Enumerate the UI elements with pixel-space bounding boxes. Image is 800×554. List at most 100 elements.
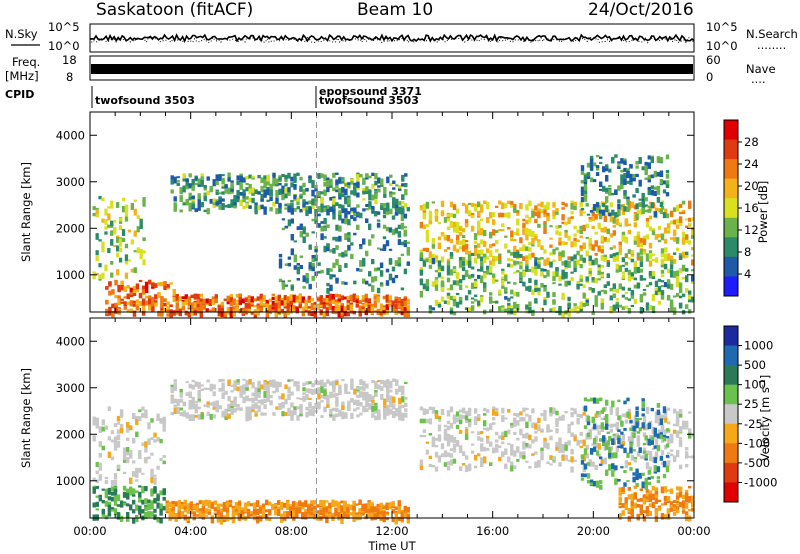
data-cell — [480, 295, 484, 298]
data-cell — [242, 384, 246, 391]
data-cell — [567, 235, 571, 241]
data-cell — [248, 379, 252, 385]
data-cell — [639, 255, 644, 258]
data-cell — [248, 398, 252, 402]
data-cell — [280, 300, 284, 306]
data-cell — [425, 224, 430, 228]
data-cell — [498, 257, 502, 265]
data-cell — [329, 268, 333, 272]
data-cell — [308, 177, 312, 184]
data-cell — [248, 406, 252, 411]
data-cell — [627, 269, 632, 276]
data-cell — [286, 296, 290, 304]
data-cell — [332, 380, 336, 388]
data-cell — [287, 187, 291, 194]
data-cell — [549, 252, 553, 256]
data-cell — [257, 405, 261, 409]
data-cell — [599, 213, 603, 220]
data-cell — [224, 410, 228, 417]
data-cell — [263, 179, 267, 186]
data-cell — [564, 203, 568, 207]
data-cell — [217, 305, 221, 312]
data-cell — [446, 420, 451, 425]
data-cell — [428, 433, 433, 436]
data-cell — [645, 489, 650, 493]
data-cell — [124, 213, 129, 219]
data-cell — [370, 307, 374, 315]
data-cell — [620, 431, 624, 435]
data-cell — [650, 202, 654, 208]
data-cell — [220, 301, 224, 306]
data-cell — [329, 249, 333, 253]
data-cell — [307, 311, 311, 315]
data-cell — [431, 465, 436, 468]
data-cell — [120, 281, 124, 288]
data-cell — [639, 296, 644, 303]
data-cell — [618, 283, 622, 290]
colorbar-segment — [724, 256, 738, 277]
data-cell — [113, 441, 118, 449]
cpid-label: CPID — [5, 88, 34, 101]
data-cell — [434, 437, 439, 441]
data-cell — [483, 427, 487, 431]
data-cell — [597, 222, 601, 227]
data-cell — [403, 512, 407, 516]
data-cell — [582, 284, 586, 288]
data-cell — [455, 234, 460, 241]
data-cell — [513, 245, 517, 252]
data-cell — [299, 209, 303, 213]
data-cell — [591, 280, 595, 283]
velocity-colorbar — [723, 325, 739, 503]
data-cell — [666, 223, 671, 229]
data-cell — [660, 274, 665, 278]
data-cell — [290, 236, 294, 241]
data-cell — [153, 486, 157, 493]
data-cell — [603, 290, 607, 294]
data-cell — [198, 500, 203, 504]
data-cell — [329, 181, 333, 186]
data-cell — [458, 279, 463, 284]
data-cell — [461, 415, 466, 418]
data-cell — [358, 513, 362, 517]
data-cell — [226, 306, 230, 311]
data-cell — [534, 236, 538, 241]
data-cell — [335, 179, 339, 186]
data-cell — [504, 308, 508, 313]
data-cell — [242, 193, 246, 196]
data-cell — [332, 213, 336, 220]
data-cell — [162, 422, 166, 427]
data-cell — [286, 303, 290, 309]
data-cell — [480, 443, 484, 448]
data-cell — [148, 295, 152, 299]
data-cell — [599, 397, 603, 402]
data-cell — [144, 498, 148, 503]
data-cell — [570, 407, 574, 411]
data-cell — [579, 245, 583, 250]
data-cell — [219, 508, 224, 512]
data-cell — [153, 500, 157, 504]
data-cell — [388, 304, 392, 307]
data-cell — [311, 180, 315, 184]
data-cell — [144, 457, 148, 463]
data-cell — [170, 384, 174, 389]
data-cell — [510, 252, 514, 256]
data-cell — [537, 239, 541, 244]
data-cell — [629, 467, 633, 471]
data-cell — [516, 420, 520, 426]
data-cell — [434, 413, 439, 419]
date-label: 24/Oct/2016 — [588, 0, 694, 20]
data-cell — [642, 450, 647, 454]
data-cell — [519, 451, 523, 458]
data-cell — [480, 204, 484, 209]
data-cell — [597, 267, 601, 272]
data-cell — [353, 185, 357, 190]
data-cell — [313, 500, 317, 505]
data-cell — [332, 196, 336, 200]
data-cell — [666, 421, 671, 425]
data-cell — [630, 508, 634, 515]
data-cell — [647, 476, 651, 480]
data-cell — [498, 254, 502, 257]
data-cell — [194, 408, 198, 414]
data-cell — [150, 511, 154, 517]
